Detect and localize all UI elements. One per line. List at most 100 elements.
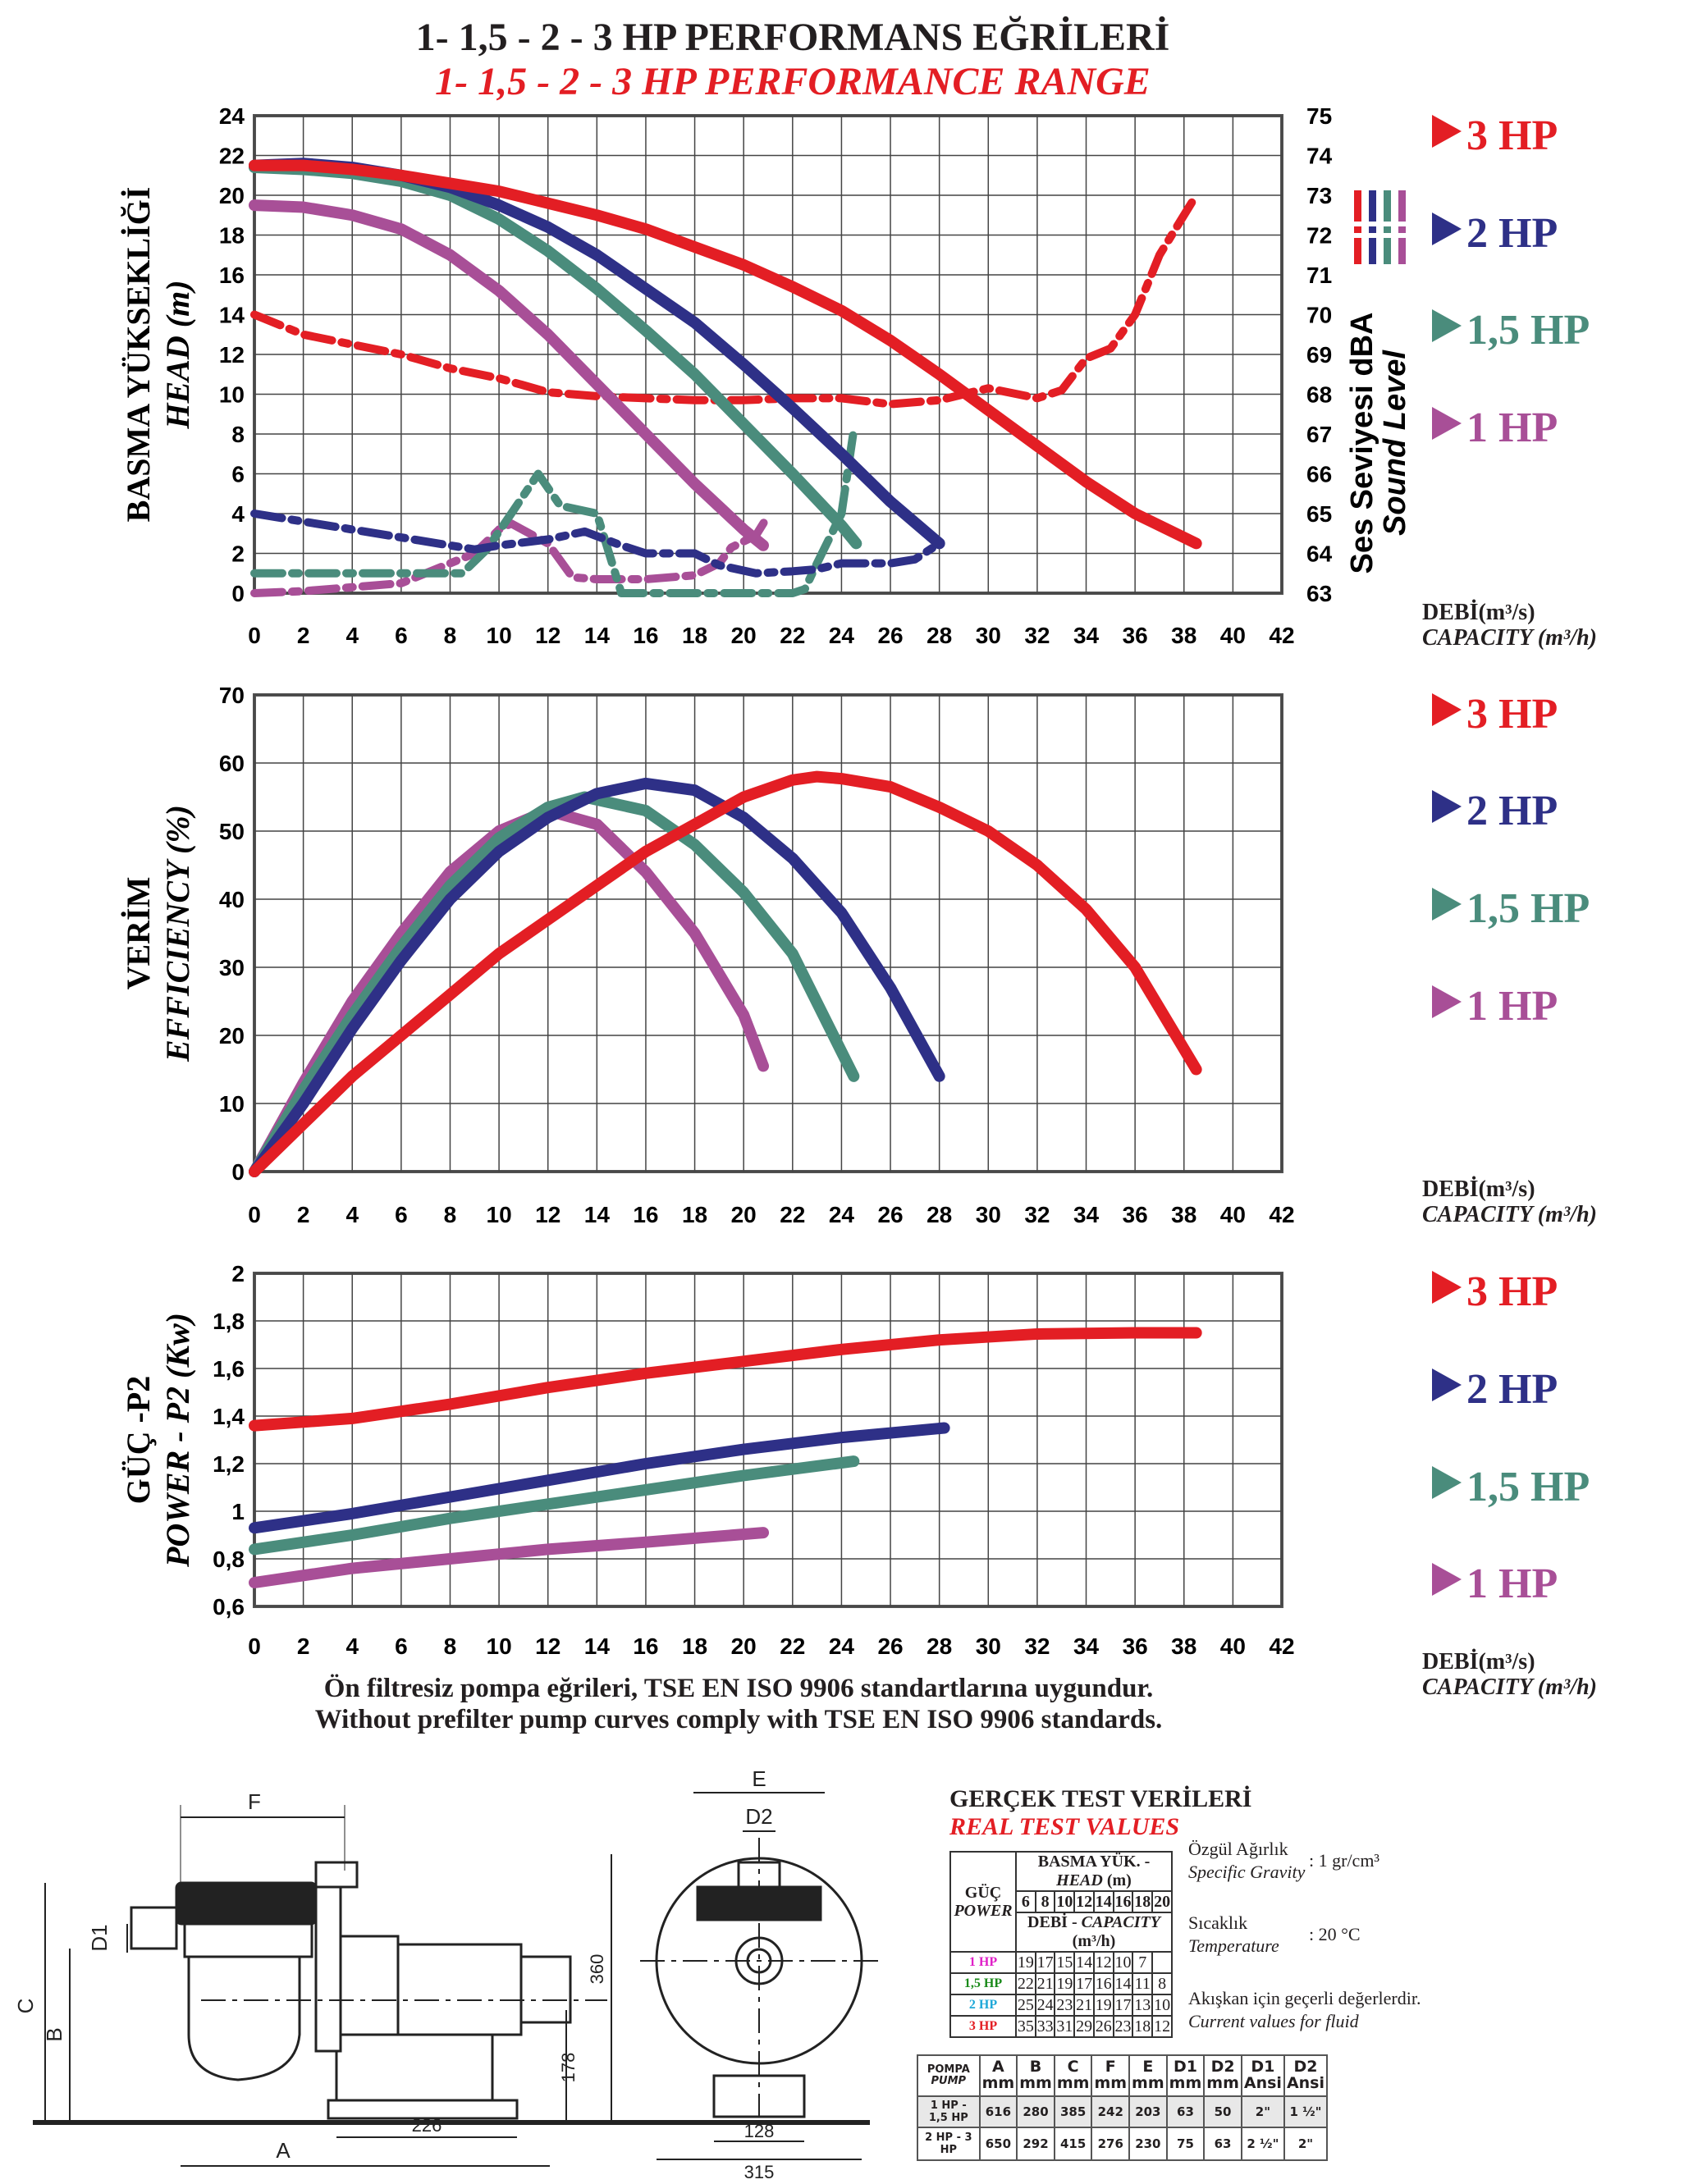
dim-header: POMPA PUMP xyxy=(917,2054,981,2097)
y-tick-label: 22 xyxy=(219,144,245,169)
dash-segment xyxy=(1369,238,1376,264)
x-tick-label: 8 xyxy=(444,1633,457,1659)
x-tick-label: 2 xyxy=(297,1202,310,1227)
dim-label-315: 315 xyxy=(744,2162,775,2182)
x-tick-label: 10 xyxy=(487,1202,512,1227)
triangle-icon xyxy=(1432,985,1462,1018)
x-tick-label: 18 xyxy=(682,623,707,648)
dim-header: D2 mm xyxy=(1203,2054,1242,2097)
x-tick-label: 24 xyxy=(829,623,855,648)
dim-label-b: B xyxy=(42,2027,66,2041)
y-axis-title: GÜÇ -P2 xyxy=(120,1376,157,1505)
y-tick-label: 70 xyxy=(219,683,245,708)
y-axis-title: BASMA YÜKSEKLİĞİ xyxy=(120,187,157,523)
y-tick-label: 18 xyxy=(219,223,245,249)
y2-tick-label: 73 xyxy=(1306,183,1332,208)
sound-level-line-1hp xyxy=(250,511,772,597)
y-axis-title-en: EFFICIENCY (%) xyxy=(159,805,196,1062)
x-tick-label: 38 xyxy=(1171,623,1196,648)
x-tick-label: 22 xyxy=(780,623,805,648)
y-tick-label: 0,8 xyxy=(213,1547,245,1572)
x-tick-label: 2 xyxy=(297,623,310,648)
footnote-tr: Ön filtresiz pompa eğrileri, TSE EN ISO … xyxy=(323,1674,1154,1703)
x-tick-label: 10 xyxy=(487,623,512,648)
y2-tick-label: 65 xyxy=(1306,501,1332,527)
x-tick-label: 6 xyxy=(395,623,408,648)
x-tick-label: 0 xyxy=(248,1202,261,1227)
head-value: 12 xyxy=(1073,1890,1095,1913)
dash-segment xyxy=(1398,238,1406,264)
y-tick-label: 40 xyxy=(219,887,245,912)
y-tick-label: 6 xyxy=(231,462,245,487)
legend-2hp: 2 HP xyxy=(1432,212,1558,255)
head-value: 8 xyxy=(1034,1890,1056,1913)
y2-tick-label: 66 xyxy=(1306,462,1332,487)
legend-3hp: 3 HP xyxy=(1432,1271,1558,1314)
test-values-title: GERÇEK TEST VERİLERİ xyxy=(949,1785,1252,1812)
x-tick-label: 4 xyxy=(345,1633,359,1659)
chart-3: 0 2 4 6 8 10 12 14 16 18 20 22 24 26 28 30 32 34 36 38 40 420… xyxy=(120,1261,1295,1659)
chart-2: 0 2 4 6 8 10 12 14 16 18 20 22 24 26 28 30 32 34 36 38 40 420… xyxy=(120,683,1295,1227)
triangle-icon xyxy=(1432,115,1462,148)
x-tick-label: 30 xyxy=(976,1633,1001,1659)
y-tick-label: 0,6 xyxy=(213,1594,245,1620)
triangle-icon xyxy=(1432,309,1462,342)
x-tick-label: 42 xyxy=(1269,1202,1294,1227)
table-row: 1 HP 19 17 15 14 12 10 7 xyxy=(949,1951,1173,1974)
table-row: 2 HP 25 24 23 21 19 17 13 10 xyxy=(949,1994,1173,2017)
x-tick-label: 12 xyxy=(535,1202,560,1227)
triangle-icon xyxy=(1432,1271,1462,1304)
head-value: 20 xyxy=(1151,1890,1173,1913)
x-tick-label: 34 xyxy=(1073,623,1100,648)
capacity-header: DEBİ - CAPACITY (m³/h) xyxy=(1015,1912,1173,1953)
dash-segment xyxy=(1354,238,1361,264)
x-tick-label: 16 xyxy=(633,623,658,648)
test-values-table: GÜÇ POWER BASMA YÜK. - HEAD (m) 6 8 10 12 14… xyxy=(949,1851,1173,2038)
y-axis-title-en: POWER - P2 (Kw) xyxy=(159,1313,196,1568)
x-tick-label: 0 xyxy=(248,623,261,648)
legend-1-5hp: 1,5 HP xyxy=(1432,888,1590,930)
spec-label: Sıcaklık Temperature xyxy=(1188,1912,1279,1956)
dim-label-226: 226 xyxy=(412,2115,442,2136)
y-tick-label: 0 xyxy=(231,581,245,606)
series-line-3hp xyxy=(249,770,1202,1177)
x-tick-label: 40 xyxy=(1220,1633,1246,1659)
legend-1-5hp: 1,5 HP xyxy=(1432,309,1590,352)
pump-technical-drawing: F A C B D1 360 178 226 E D2 128 315 xyxy=(13,1766,878,2182)
sound-level-line-3hp xyxy=(250,191,1201,409)
x-tick-label: 8 xyxy=(444,1202,457,1227)
spec-label: Özgül Ağırlık Specific Gravity xyxy=(1188,1839,1306,1882)
y-tick-label: 1,8 xyxy=(213,1309,245,1334)
series-line-1-5hp xyxy=(249,1455,860,1556)
y-axis-title: VERİM xyxy=(120,877,157,990)
x-tick-label: 14 xyxy=(584,1202,611,1227)
y-tick-label: 8 xyxy=(231,422,245,447)
series-line-1-5hp xyxy=(249,791,860,1177)
dash-segment xyxy=(1369,190,1376,222)
y-tick-label: 1,4 xyxy=(213,1404,245,1429)
capacity-axis-label: DEBİ(m³/s) CAPACITY (m³/h) xyxy=(1422,1649,1597,1700)
x-tick-label: 18 xyxy=(682,1633,707,1659)
dim-label-e: E xyxy=(752,1766,766,1791)
x-tick-label: 34 xyxy=(1073,1202,1100,1227)
x-tick-label: 24 xyxy=(829,1633,855,1659)
legend-1-5hp: 1,5 HP xyxy=(1432,1466,1590,1509)
y-tick-label: 12 xyxy=(219,342,245,368)
head-header: BASMA YÜK. - HEAD (m) xyxy=(1015,1851,1173,1892)
dim-label-f: F xyxy=(248,1789,261,1814)
x-tick-label: 16 xyxy=(633,1633,658,1659)
x-tick-label: 30 xyxy=(976,623,1001,648)
x-tick-label: 22 xyxy=(780,1633,805,1659)
x-tick-label: 28 xyxy=(926,1202,952,1227)
x-tick-label: 26 xyxy=(877,1202,903,1227)
x-tick-label: 40 xyxy=(1220,1202,1246,1227)
series-line-2hp xyxy=(249,777,945,1177)
triangle-icon xyxy=(1432,1466,1462,1499)
x-tick-label: 32 xyxy=(1024,623,1050,648)
spec-value: : 1 gr/cm³ xyxy=(1309,1850,1380,1871)
dim-label-d2: D2 xyxy=(745,1804,772,1829)
